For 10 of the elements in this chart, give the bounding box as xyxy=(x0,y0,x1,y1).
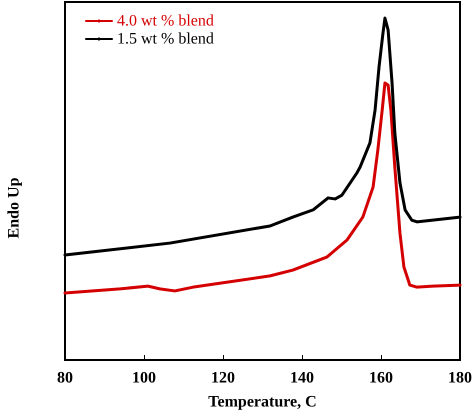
x-tick-label: 120 xyxy=(211,370,235,386)
x-tick-label: 140 xyxy=(290,370,314,386)
y-axis-title: Endo Up xyxy=(6,177,22,238)
legend-label: 1.5 wt % blend xyxy=(117,30,214,48)
x-tick-label: 100 xyxy=(132,370,156,386)
x-axis-title: Temperature, C xyxy=(208,394,317,410)
x-tick-label: 80 xyxy=(57,370,73,386)
x-tick-label: 180 xyxy=(448,370,472,386)
legend-label: 4.0 wt % blend xyxy=(117,12,214,30)
x-tick-label: 160 xyxy=(369,370,393,386)
